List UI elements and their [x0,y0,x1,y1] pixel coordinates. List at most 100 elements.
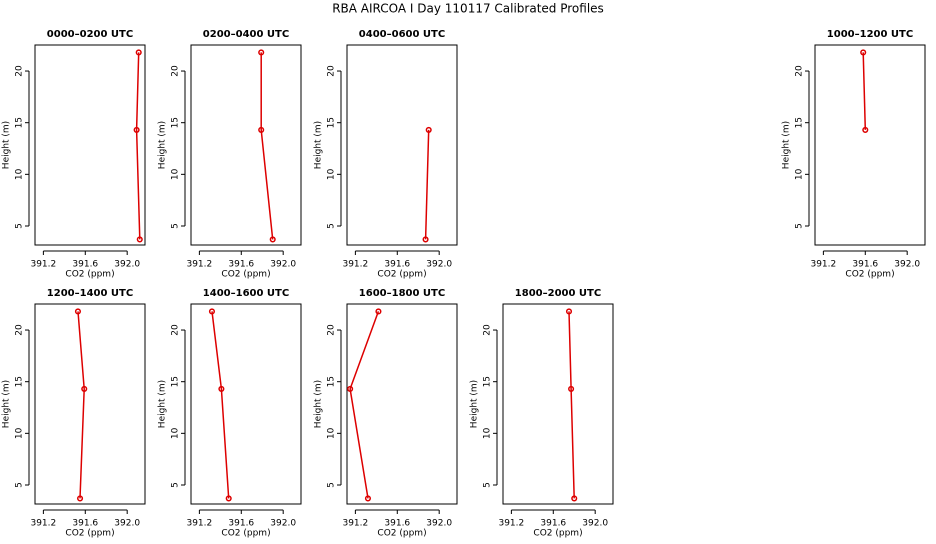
profile-line [211,311,230,499]
y-tick-label: 15 [171,117,181,128]
plot-frame [814,44,926,246]
y-tick-label: 5 [171,223,181,229]
y-tick-label: 20 [171,65,181,77]
y-tick-label: 15 [15,376,25,387]
y-tick-label: 10 [327,427,337,439]
y-tick-label: 20 [483,324,493,336]
profile-point [375,308,382,315]
y-tick-label: 5 [795,223,805,229]
x-tick-label: 392.0 [270,519,296,529]
panel-title: 0200–0400 UTC [203,29,289,40]
y-tick-label: 15 [171,376,181,387]
y-tick-label: 15 [795,117,805,128]
x-axis-label: CO2 (ppm) [221,270,270,280]
y-tick-label: 10 [483,427,493,439]
y-tick-label: 5 [327,223,337,229]
y-tick-label: 10 [15,168,25,180]
x-axis-label: CO2 (ppm) [65,270,114,280]
x-axis-label: CO2 (ppm) [845,270,894,280]
panel-title: 0000–0200 UTC [47,29,133,40]
y-tick-label: 15 [327,376,337,387]
y-tick-label: 20 [15,324,25,336]
profile-line [77,311,85,499]
profile-line [568,311,575,499]
x-tick-label: 391.2 [186,519,212,529]
page-title: RBA AIRCOA I Day 110117 Calibrated Profi… [332,2,604,16]
plot-frame [34,44,146,246]
plot-frame [190,44,302,246]
y-tick-label: 20 [327,65,337,77]
x-axis-label: CO2 (ppm) [377,270,426,280]
y-tick-label: 5 [15,482,25,488]
profile-line [135,52,141,240]
y-tick-label: 10 [171,427,181,439]
profile-point [862,126,869,133]
plot-frame [34,303,146,505]
y-axis-label: Height (m) [2,380,12,428]
y-tick-label: 10 [795,168,805,180]
plot-frame [502,303,614,505]
profile-point [568,385,575,392]
x-tick-label: 391.2 [498,519,524,529]
x-tick-label: 391.2 [342,519,368,529]
panel-title: 1800–2000 UTC [515,288,601,299]
y-axis-label: Height (m) [314,380,324,428]
x-tick-label: 392.0 [426,519,452,529]
x-axis-label: CO2 (ppm) [533,529,582,539]
x-tick-label: 391.2 [30,260,56,270]
panel-title: 1600–1800 UTC [359,288,445,299]
y-tick-label: 15 [483,376,493,387]
x-axis-label: CO2 (ppm) [221,529,270,539]
plot-frame [190,303,302,505]
y-tick-label: 10 [171,168,181,180]
profile-point [258,126,265,133]
x-tick-label: 391.6 [540,519,566,529]
panel-title: 1200–1400 UTC [47,288,133,299]
x-axis-label: CO2 (ppm) [377,529,426,539]
y-tick-label: 15 [327,117,337,128]
x-tick-label: 392.0 [582,519,608,529]
x-tick-label: 391.6 [852,260,878,270]
x-tick-label: 391.2 [186,260,212,270]
x-tick-label: 391.6 [384,260,410,270]
profile-line [349,311,380,499]
profile-line [862,52,867,130]
x-tick-label: 391.6 [384,519,410,529]
y-tick-label: 5 [171,482,181,488]
x-tick-label: 391.6 [228,260,254,270]
profile-point [74,308,82,315]
profile-point [269,236,276,243]
x-tick-label: 392.0 [426,260,452,270]
panel-title: 1000–1200 UTC [827,29,913,40]
y-axis-label: Height (m) [2,121,12,169]
x-tick-label: 392.0 [114,519,140,529]
x-tick-label: 392.0 [894,260,920,270]
y-axis-label: Height (m) [158,121,168,169]
x-tick-label: 391.2 [810,260,836,270]
profile-point [860,49,867,56]
y-tick-label: 20 [327,324,337,336]
y-tick-label: 20 [15,65,25,77]
x-tick-label: 391.6 [72,519,98,529]
y-tick-label: 15 [15,117,25,128]
y-tick-label: 5 [327,482,337,488]
panel-title: 1400–1600 UTC [203,288,289,299]
y-tick-label: 5 [483,482,493,488]
profile-point [218,385,225,392]
profile-point [364,495,372,502]
x-axis-label: CO2 (ppm) [65,529,114,539]
y-axis-label: Height (m) [158,380,168,428]
profile-line [424,129,430,240]
y-axis-label: Height (m) [782,121,792,169]
panel-title: 0400–0600 UTC [359,29,445,40]
plot-frame [346,303,458,505]
profile-line [260,52,274,240]
x-tick-label: 392.0 [114,260,140,270]
y-axis-label: Height (m) [470,380,480,428]
profile-point [208,308,216,315]
profile-point [76,495,84,502]
x-tick-label: 391.2 [342,260,368,270]
profile-point [133,126,140,133]
y-tick-label: 20 [171,324,181,336]
